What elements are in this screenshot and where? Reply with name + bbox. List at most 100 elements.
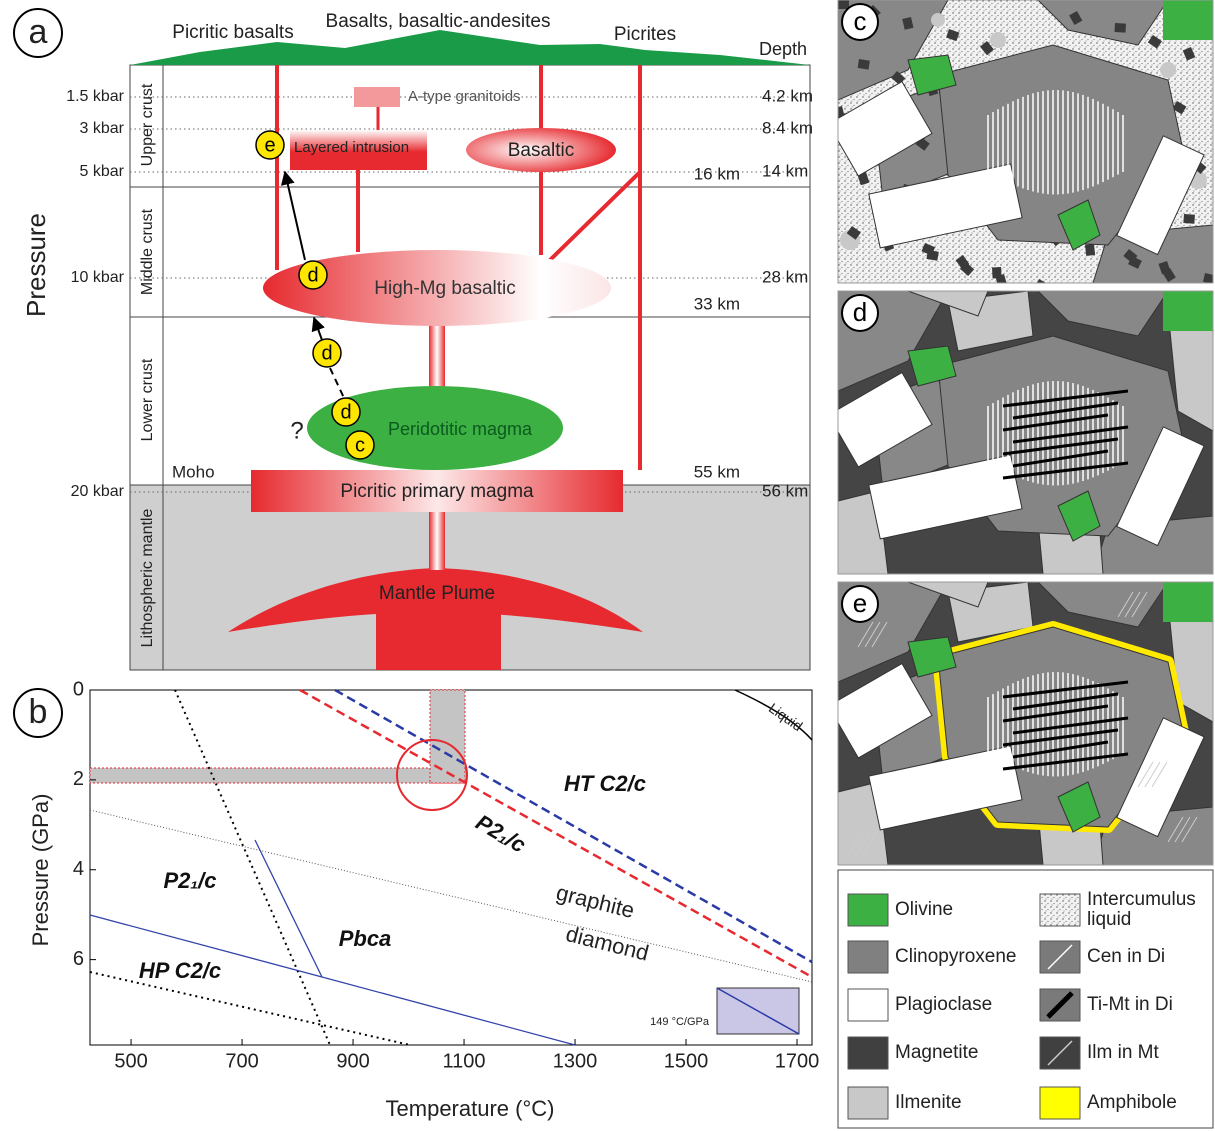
- magnetite: [858, 59, 870, 70]
- path-arrow: [285, 172, 305, 260]
- path-arrow: [314, 318, 322, 340]
- layer-label: Lower crust: [139, 358, 156, 441]
- pressure-label: 20 kbar: [71, 483, 125, 500]
- legend-swatch: [1040, 894, 1080, 926]
- legend-label: Plagioclase: [895, 994, 992, 1015]
- depth-label: 14 km: [762, 161, 808, 180]
- panel-label: d: [853, 297, 867, 327]
- body-label: High-Mg basaltic: [374, 278, 516, 299]
- layer-label: Middle crust: [139, 208, 156, 295]
- layer-label: Lithospheric mantle: [139, 509, 156, 648]
- x-tick-label: 1300: [553, 1050, 598, 1072]
- magnetite: [838, 0, 849, 9]
- y-tick-label: 6: [73, 948, 84, 970]
- ilmenite: [990, 32, 1006, 48]
- x-axis-title: Temperature (°C): [386, 1096, 555, 1121]
- field-label: P2₁/c: [163, 868, 216, 893]
- x-tick-label: 1700: [775, 1050, 820, 1072]
- stage-label: d: [340, 401, 351, 423]
- y-tick-label: 2: [73, 768, 84, 790]
- magnetite: [1085, 244, 1095, 256]
- pressure-label: 3 kbar: [80, 120, 125, 137]
- plume-stem: [376, 605, 501, 670]
- conduit: [429, 512, 445, 570]
- figure: a Picritic basalts Basalts, basaltic-andes…: [0, 0, 1215, 1131]
- legend-label: Ilm in Mt: [1087, 1042, 1160, 1063]
- moho-label: Moho: [172, 462, 215, 481]
- olivine: [1163, 291, 1213, 331]
- gradient-label: 149 °C/GPa: [650, 1016, 710, 1028]
- pressure-label: 10 kbar: [71, 269, 125, 286]
- magnetite: [1115, 23, 1126, 33]
- legend-label: Olivine: [895, 899, 953, 920]
- legend-swatch: [1040, 1087, 1080, 1119]
- field-label: HP C2/c: [139, 958, 221, 983]
- legend-label: Clinopyroxene: [895, 946, 1016, 967]
- pressure-axis-title: Pressure: [21, 213, 51, 317]
- texture: [828, 0, 1215, 292]
- pressure-label: 5 kbar: [80, 163, 125, 180]
- depth-label: 4.2 km: [762, 86, 813, 105]
- y-axis-title: Pressure (GPa): [28, 794, 53, 947]
- x-tick-label: 900: [336, 1050, 369, 1072]
- body-label: Peridotitic magma: [388, 419, 533, 439]
- stage-label: d: [321, 342, 332, 364]
- texture: [828, 582, 1213, 865]
- legend-label: Amphibole: [1087, 1092, 1177, 1113]
- granitoids: [354, 87, 400, 107]
- panels: a Picritic basalts Basalts, basaltic-andes…: [14, 0, 1215, 1128]
- panel-label: a: [29, 13, 48, 51]
- body-label: Layered intrusion: [294, 139, 409, 156]
- legend-label: Cen in Di: [1087, 946, 1165, 967]
- legend-label: Magnetite: [895, 1042, 978, 1063]
- x-tick-label: 1100: [443, 1050, 486, 1072]
- volcanic-label: Picrites: [614, 24, 676, 45]
- panel-label: e: [853, 588, 867, 618]
- body-label: Mantle Plume: [379, 583, 495, 604]
- texture-panel: d: [828, 291, 1213, 574]
- olivine: [1163, 582, 1213, 622]
- olivine: [1163, 0, 1213, 40]
- magnetite: [1183, 214, 1195, 224]
- depth-label: 56 km: [762, 481, 808, 500]
- depth-header: Depth: [759, 39, 807, 59]
- stage-label: c: [355, 434, 365, 456]
- depth-label: 8.4 km: [762, 118, 813, 137]
- magnetite: [992, 267, 1002, 278]
- volcanic-label: Basalts, basaltic-andesites: [326, 11, 551, 32]
- legend-swatch: [848, 1087, 888, 1119]
- ilmenite: [931, 13, 945, 27]
- legend-swatch: [848, 941, 888, 973]
- legend-label: Ilmenite: [895, 1092, 962, 1113]
- boundary-depth: 33 km: [694, 294, 740, 313]
- conduit: [429, 325, 445, 390]
- legend-swatch: [848, 989, 888, 1021]
- path-link: [330, 368, 344, 398]
- pt-band: [430, 690, 465, 783]
- stage-label: d: [307, 264, 318, 286]
- volcanic-label: Picritic basalts: [172, 22, 293, 43]
- texture-panel: c: [828, 0, 1215, 292]
- body-label: Picritic primary magma: [340, 481, 534, 502]
- y-tick-label: 4: [73, 858, 84, 880]
- field-label: HT C2/c: [564, 771, 646, 796]
- x-tick-label: 700: [225, 1050, 258, 1072]
- panel-label: c: [854, 6, 867, 36]
- x-tick-label: 1500: [664, 1050, 709, 1072]
- pressure-label: 1.5 kbar: [66, 88, 124, 105]
- body-label: A-type granitoids: [408, 88, 521, 105]
- legend-swatch: [848, 894, 888, 926]
- pt-band: [90, 768, 465, 783]
- body-label: Basaltic: [508, 140, 575, 161]
- layer-label: Upper crust: [139, 83, 156, 166]
- field-label: Pbca: [339, 926, 392, 951]
- texture-panel: e: [828, 582, 1213, 865]
- texture: [828, 291, 1213, 574]
- x-tick-label: 500: [114, 1050, 147, 1072]
- depth-label: 28 km: [762, 267, 808, 286]
- panel-label: b: [29, 693, 48, 731]
- boundary-depth: 55 km: [694, 462, 740, 481]
- ilmenite: [1160, 62, 1176, 78]
- stage-label: e: [264, 134, 275, 156]
- feeder: [548, 172, 640, 262]
